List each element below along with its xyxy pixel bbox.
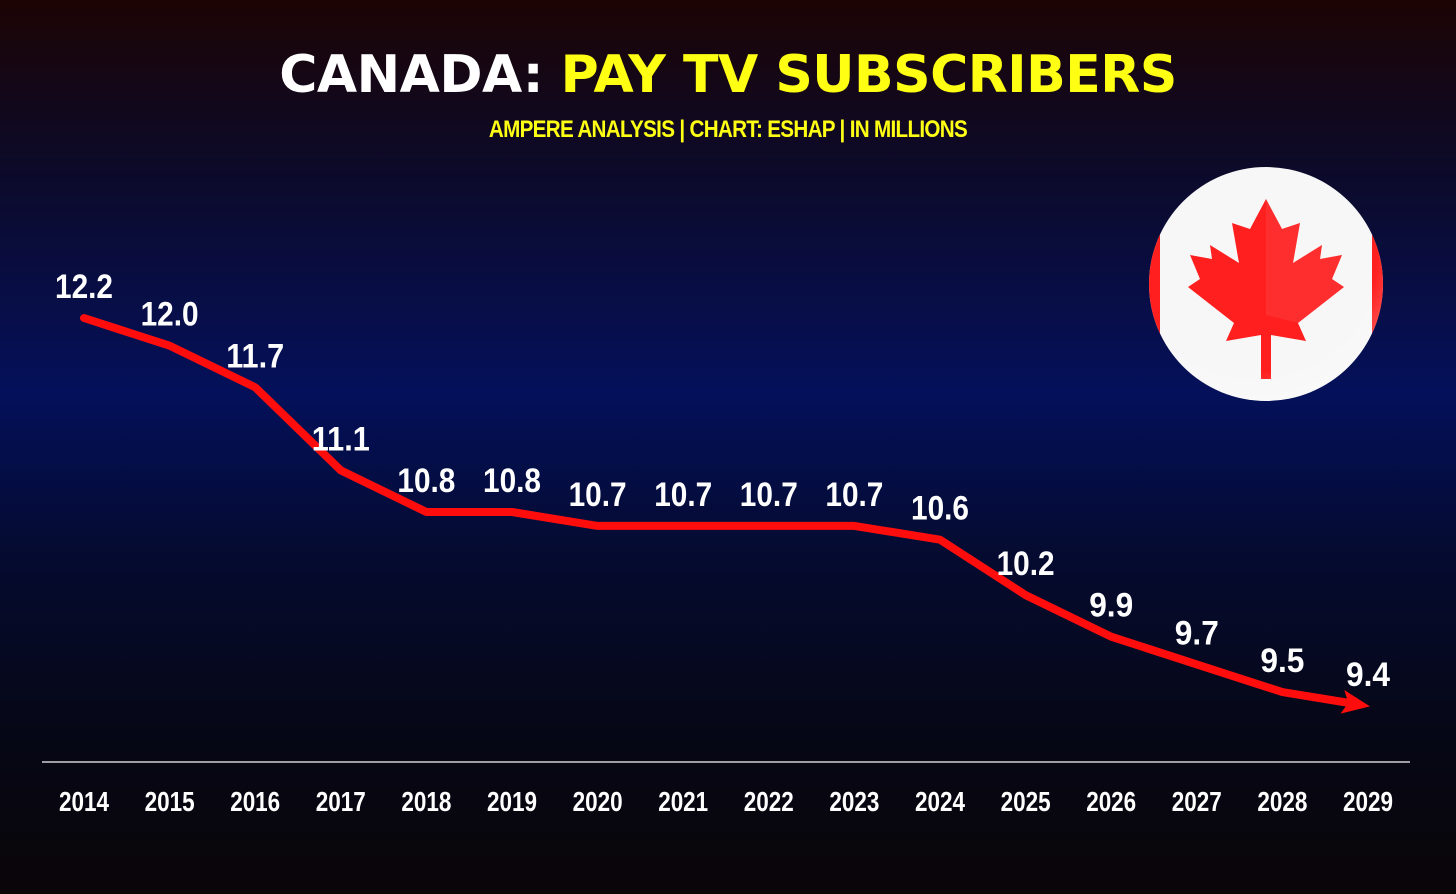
data-label: 10.7 — [569, 476, 627, 514]
x-tick-label: 2025 — [1001, 786, 1051, 817]
x-tick-label: 2023 — [829, 786, 879, 817]
data-label: 10.7 — [740, 476, 798, 514]
data-label: 12.2 — [55, 268, 113, 306]
data-label: 10.2 — [997, 545, 1055, 583]
canada-flag-icon — [1146, 165, 1386, 403]
data-label: 10.7 — [825, 476, 883, 514]
chart-subtitle: AMPERE ANALYSIS | CHART: ESHAP | IN MILL… — [488, 116, 968, 143]
data-label: 9.7 — [1175, 614, 1219, 652]
data-label: 10.8 — [397, 462, 455, 500]
title-metric: PAY TV SUBSCRIBERS — [560, 45, 1178, 105]
data-label: 9.5 — [1260, 642, 1304, 680]
x-tick-label: 2022 — [744, 786, 794, 817]
x-tick-label: 2028 — [1257, 786, 1307, 817]
x-tick-label: 2018 — [401, 786, 451, 817]
data-label: 10.6 — [911, 490, 969, 528]
data-label: 11.7 — [226, 337, 284, 375]
x-tick-label: 2020 — [573, 786, 623, 817]
series-line — [80, 314, 1370, 714]
x-tick-label: 2017 — [316, 786, 366, 817]
data-label: 12.0 — [141, 296, 199, 334]
x-tick-label: 2029 — [1343, 786, 1393, 817]
x-tick-labels: 2014 2015 2016 2017 2018 2019 2020 2021 2022 2023… — [59, 786, 1393, 817]
title-country: CANADA: — [279, 45, 544, 105]
x-tick-label: 2019 — [487, 786, 537, 817]
x-tick-label: 2026 — [1086, 786, 1136, 817]
x-tick-label: 2021 — [658, 786, 708, 817]
data-label: 11.1 — [312, 420, 370, 458]
chart-title: CANADA: PAY TV SUBSCRIBERS — [0, 40, 1456, 110]
x-tick-label: 2024 — [915, 786, 965, 817]
x-tick-label: 2014 — [59, 786, 109, 817]
x-tick-label: 2027 — [1172, 786, 1222, 817]
data-labels: 12.2 12.0 11.7 11.1 10.8 10.8 10.7 10.7 10.7 10.7… — [55, 268, 1390, 694]
data-label: 10.8 — [483, 462, 541, 500]
data-label: 9.4 — [1346, 656, 1390, 694]
x-tick-label: 2016 — [230, 786, 280, 817]
data-label: 10.7 — [654, 476, 712, 514]
data-label: 9.9 — [1089, 587, 1133, 625]
x-tick-label: 2015 — [145, 786, 195, 817]
series-line-layer — [80, 314, 1370, 714]
